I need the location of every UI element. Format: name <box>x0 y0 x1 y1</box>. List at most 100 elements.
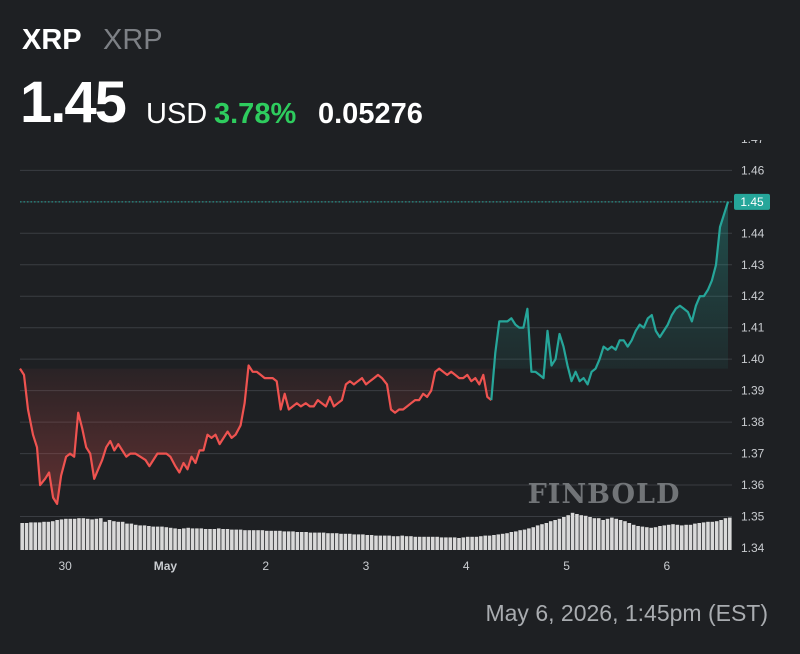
volume-bar <box>583 515 588 550</box>
volume-bar <box>409 536 413 550</box>
volume-bar <box>701 522 706 550</box>
volume-bar <box>404 536 409 550</box>
volume-bar <box>77 518 81 550</box>
y-tick-label: 1.38 <box>741 415 765 429</box>
volume-bar <box>356 534 361 550</box>
volume-bar <box>422 536 426 550</box>
asset-ticker: XRP <box>22 24 82 56</box>
volume-bar <box>46 521 51 550</box>
volume-bar <box>439 537 444 550</box>
volume-bar <box>164 527 169 550</box>
y-tick-label: 1.36 <box>741 478 765 492</box>
current-price-tag: 1.45 <box>734 193 770 210</box>
volume-bar <box>234 529 239 550</box>
volume-bar <box>557 518 562 550</box>
price-line-down <box>19 364 492 505</box>
volume-bar <box>579 515 584 550</box>
volume-bar <box>697 523 702 550</box>
volume-bar <box>107 520 112 550</box>
volume-bar <box>396 536 400 550</box>
volume-bar <box>256 530 260 550</box>
current-price-tag-label: 1.45 <box>740 195 764 209</box>
volume-bar <box>308 532 313 550</box>
volume-bar <box>400 535 404 550</box>
volume-bar <box>518 530 522 550</box>
volume-bar <box>483 535 487 550</box>
y-tick-label: 1.43 <box>741 258 765 272</box>
x-tick-label: 4 <box>463 559 470 573</box>
volume-bar <box>291 531 295 550</box>
volume-bar <box>675 524 680 550</box>
y-tick-label: 1.44 <box>741 226 765 240</box>
volume-bar <box>24 523 29 550</box>
volume-bar <box>653 527 658 550</box>
volume-bar <box>706 521 710 550</box>
volume-bar <box>37 522 42 550</box>
volume-bar <box>492 535 496 550</box>
volume-bar <box>640 526 645 550</box>
volume-bar <box>81 518 86 550</box>
y-axis: 1.34 1.35 1.36 1.37 1.38 1.39 1.40 1.41 1.42 1.43… <box>741 140 765 555</box>
asset-name: XRP <box>103 24 163 56</box>
volume-bar <box>693 523 697 550</box>
volume-bar <box>474 536 479 550</box>
volume-bar <box>168 527 173 550</box>
volume-bar <box>588 517 592 550</box>
y-tick-label: 1.46 <box>741 163 765 177</box>
current-price-tag-bg <box>734 193 770 210</box>
volume-bar <box>631 524 636 550</box>
volume-bar <box>457 538 461 550</box>
volume-bar <box>321 532 326 550</box>
volume-bar <box>151 526 156 550</box>
x-tick-label: 2 <box>262 559 269 573</box>
volume-bar <box>562 517 566 550</box>
y-tick-label: 1.35 <box>741 510 765 524</box>
volume-bar <box>251 530 256 550</box>
volume-bar <box>190 528 195 550</box>
volume-bar <box>505 533 509 550</box>
volume-bar <box>120 521 125 550</box>
volume-bar <box>448 537 453 550</box>
x-tick-label: 3 <box>363 559 370 573</box>
price-line-up <box>490 201 730 401</box>
volume-bar <box>461 537 466 550</box>
volume-bar <box>540 524 544 550</box>
volume-bar <box>20 523 24 550</box>
volume-bar <box>238 529 243 550</box>
volume-bar <box>601 520 605 550</box>
volume-bar <box>334 533 339 550</box>
volume-bar <box>527 528 531 550</box>
x-tick-label: May <box>154 559 178 573</box>
timestamp: May 6, 2026, 1:45pm (EST) <box>485 600 768 626</box>
x-axis: 30 May 2 3 4 5 6 <box>58 559 670 573</box>
volume-bar <box>470 536 474 550</box>
volume-bar <box>94 518 99 550</box>
y-tick-label: 1.37 <box>741 447 765 461</box>
volume-bar <box>64 518 68 550</box>
volume-bar <box>343 533 348 550</box>
volume-bar <box>243 530 247 550</box>
volume-bar <box>531 527 536 550</box>
volume-bar <box>160 526 164 550</box>
volume-bar <box>103 521 107 550</box>
volume-bar <box>147 526 151 550</box>
volume-bar <box>269 530 273 550</box>
current-price: 1.45 <box>20 70 127 135</box>
volume-bar <box>212 529 217 550</box>
volume-bar <box>50 521 55 550</box>
volume-bar <box>68 518 73 550</box>
y-tick-label: 1.39 <box>741 384 765 398</box>
volume-bar <box>710 521 715 550</box>
volume-bar <box>596 518 601 550</box>
volume-bar <box>382 535 387 550</box>
volume-bar <box>413 536 418 550</box>
volume-bar <box>719 520 723 550</box>
volume-bar <box>230 529 234 550</box>
volume-bar <box>278 530 282 550</box>
grid-lines <box>20 169 732 518</box>
volume-bar <box>282 531 287 550</box>
volume-bar <box>679 525 684 550</box>
volume-bar <box>182 528 186 550</box>
volume-bar <box>570 512 575 550</box>
volume-bar <box>509 532 514 550</box>
